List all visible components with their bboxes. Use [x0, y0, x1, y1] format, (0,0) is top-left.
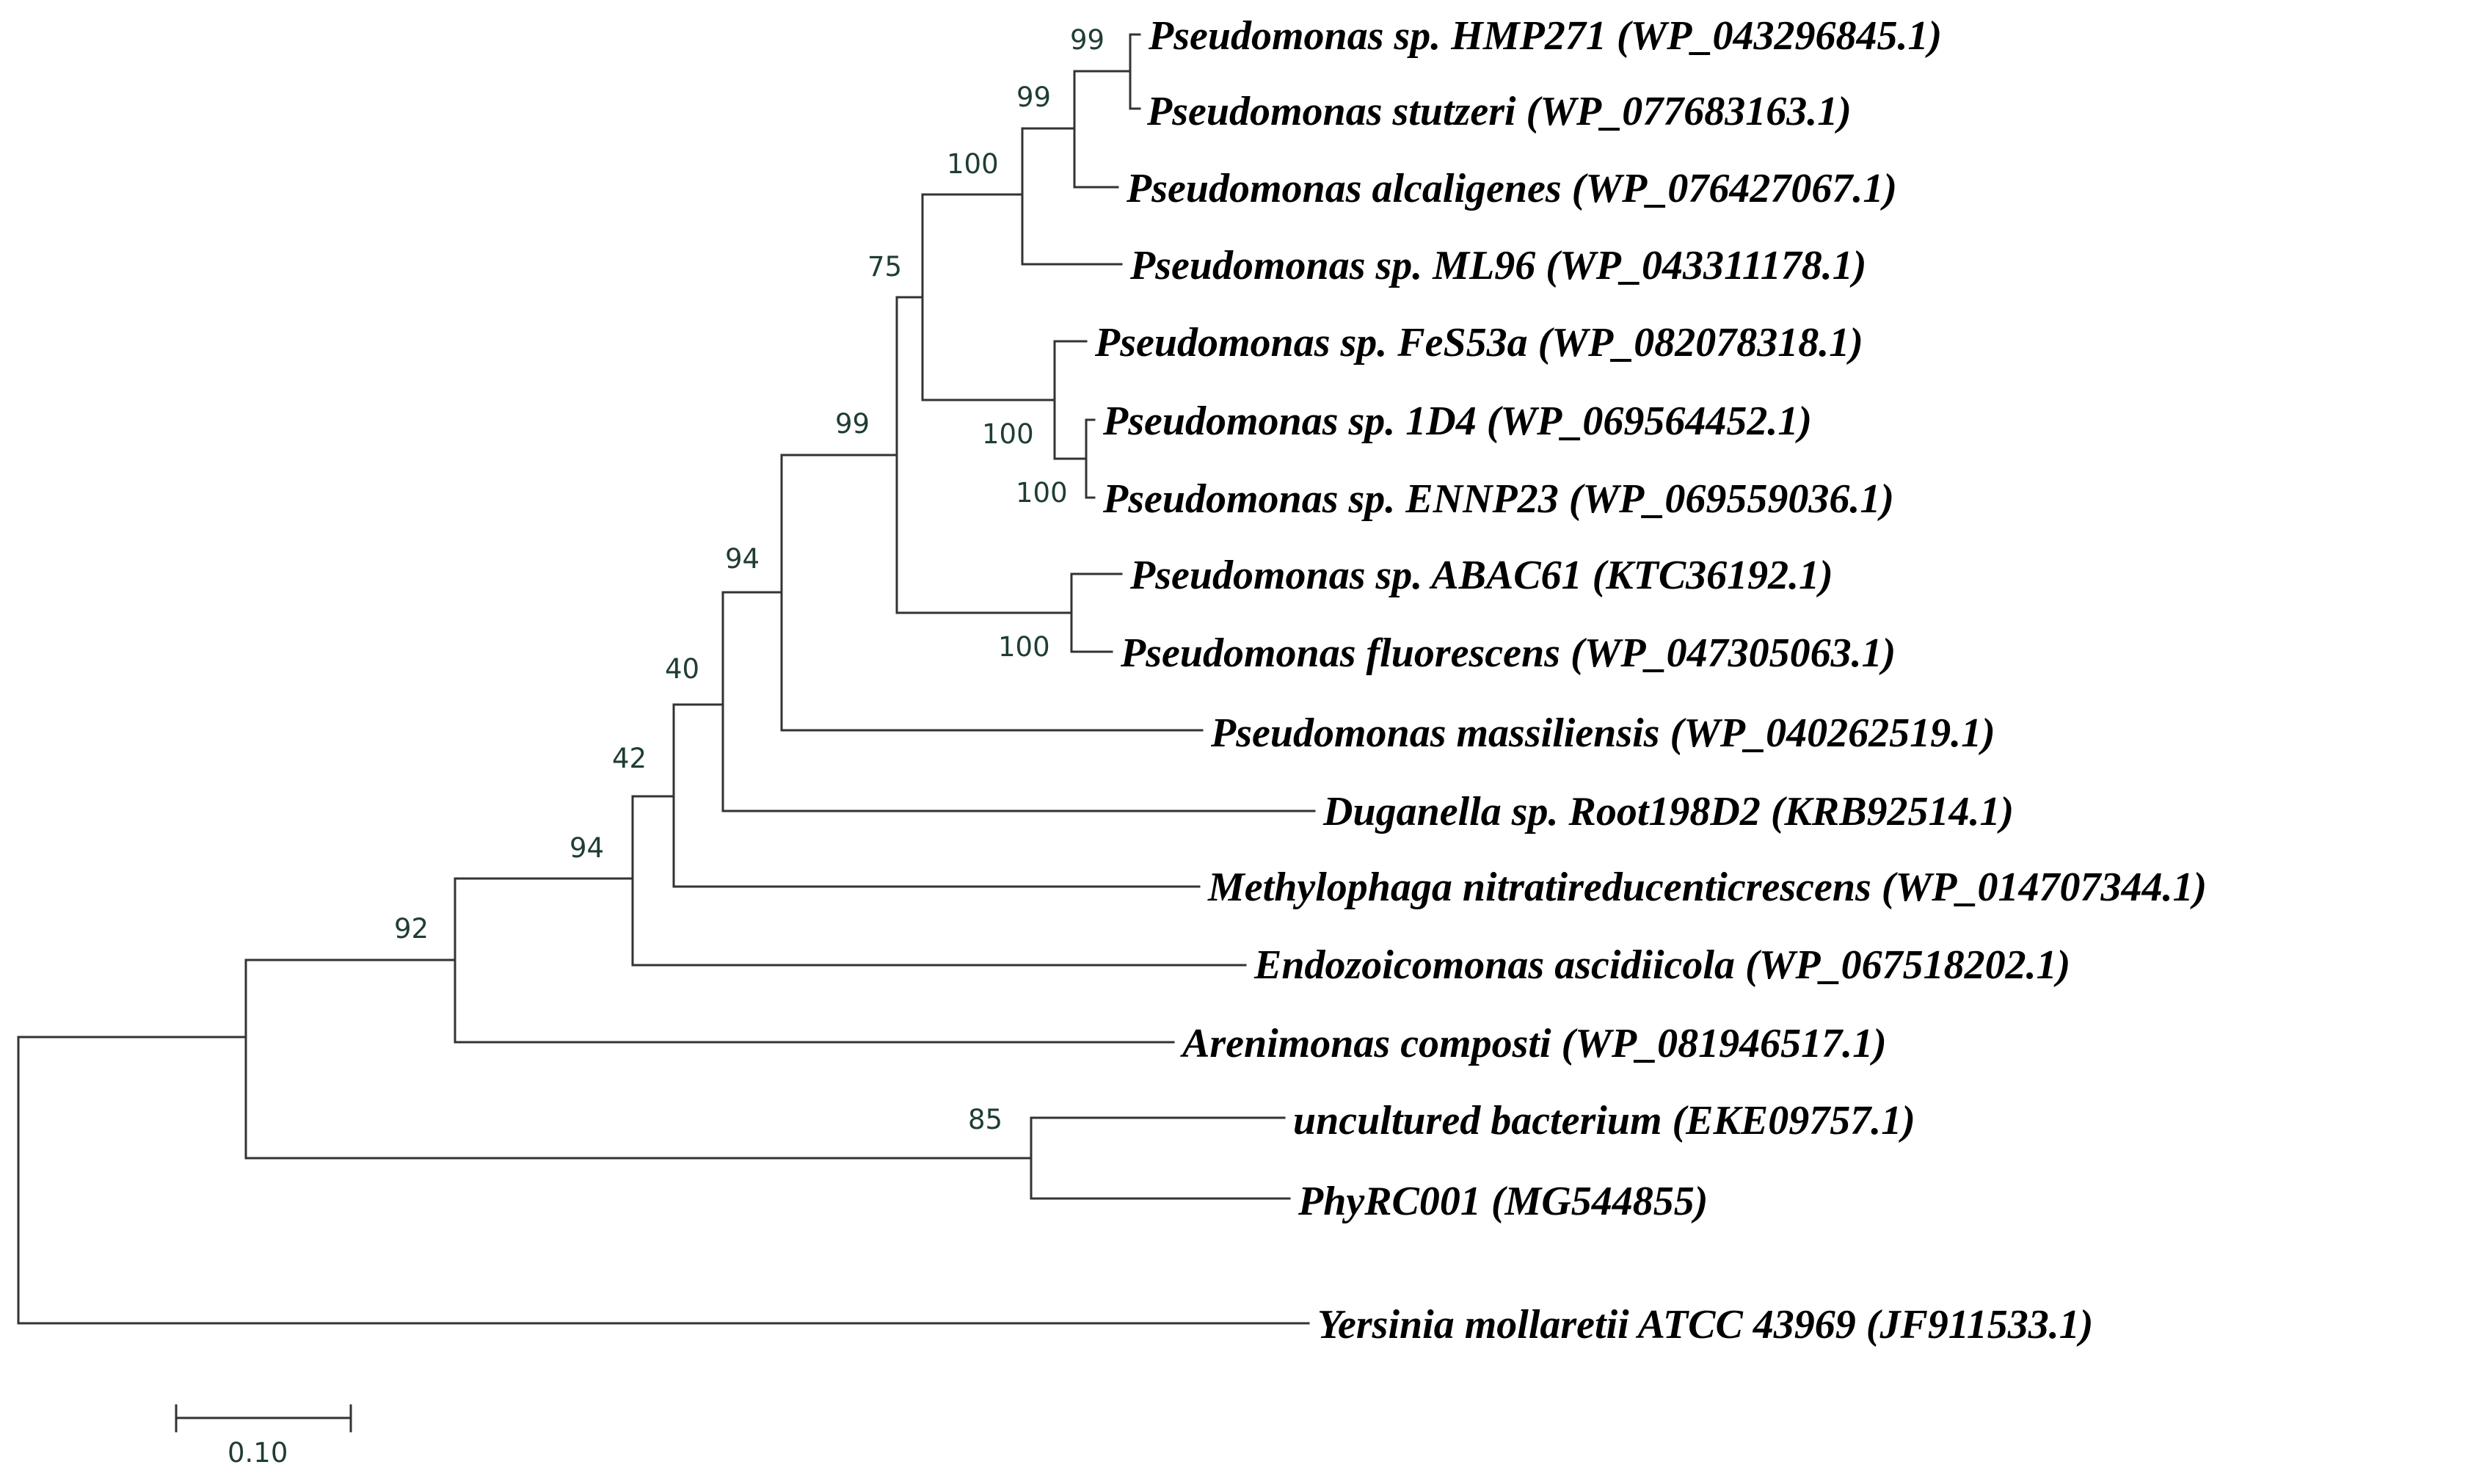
taxon-label-arenimonas: Arenimonas composti (WP_081946517.1): [1180, 1021, 1887, 1066]
scale-bar: 0.10: [175, 1404, 352, 1469]
taxon-label-ml96: Pseudomonas sp. ML96 (WP_043311178.1): [1129, 243, 1866, 288]
support-value: 94: [569, 832, 604, 864]
support-value: 85: [968, 1104, 1002, 1135]
taxon-label-alcaligenes: Pseudomonas alcaligenes (WP_076427067.1): [1126, 166, 1897, 211]
taxon-label-ennp23: Pseudomonas sp. ENNP23 (WP_069559036.1): [1102, 476, 1894, 522]
support-value: 99: [1070, 24, 1104, 56]
taxon-label-1d4: Pseudomonas sp. 1D4 (WP_069564452.1): [1102, 399, 1812, 444]
support-value: 100: [982, 418, 1034, 450]
support-value: 100: [1016, 477, 1068, 509]
taxon-labels: Pseudomonas sp. HMP271 (WP_043296845.1) …: [1094, 13, 2207, 1347]
support-value: 99: [1016, 81, 1051, 113]
taxon-label-uncultured: uncultured bacterium (EKE09757.1): [1293, 1098, 1915, 1143]
support-value: 42: [612, 743, 647, 774]
support-value: 99: [835, 408, 870, 440]
support-value: 100: [947, 148, 999, 180]
tree-branches: [17, 33, 1316, 1325]
taxon-label-abac61: Pseudomonas sp. ABAC61 (KTC36192.1): [1129, 553, 1833, 598]
taxon-label-endozoicomonas: Endozoicomonas ascidiicola (WP_067518202…: [1253, 942, 2070, 988]
bootstrap-values: 99 99 100 75 100 100 100 99 94 40 42 94 …: [394, 24, 1104, 1135]
taxon-label-yersinia: Yersinia mollaretii ATCC 43969 (JF911533…: [1317, 1302, 2093, 1347]
support-value: 75: [867, 251, 902, 283]
taxon-label-massiliensis: Pseudomonas massiliensis (WP_040262519.1…: [1210, 710, 1995, 756]
taxon-label-methylophaga: Methylophaga nitratireducenticrescens (W…: [1207, 865, 2207, 910]
taxon-label-phyrc001: PhyRC001 (MG544855): [1298, 1179, 1708, 1224]
taxon-label-stutzeri: Pseudomonas stutzeri (WP_077683163.1): [1146, 89, 1852, 134]
taxon-label-duganella: Duganella sp. Root198D2 (KRB92514.1): [1322, 789, 2014, 834]
taxon-label-fluorescens: Pseudomonas fluorescens (WP_047305063.1): [1120, 630, 1896, 676]
taxon-label-hmp271: Pseudomonas sp. HMP271 (WP_043296845.1): [1148, 13, 1942, 59]
support-value: 40: [665, 653, 699, 685]
scale-bar-label: 0.10: [228, 1437, 288, 1469]
taxon-label-fes53a: Pseudomonas sp. FeS53a (WP_082078318.1): [1094, 320, 1863, 365]
support-value: 92: [394, 913, 429, 945]
support-value: 100: [998, 631, 1050, 663]
support-value: 94: [725, 543, 760, 575]
